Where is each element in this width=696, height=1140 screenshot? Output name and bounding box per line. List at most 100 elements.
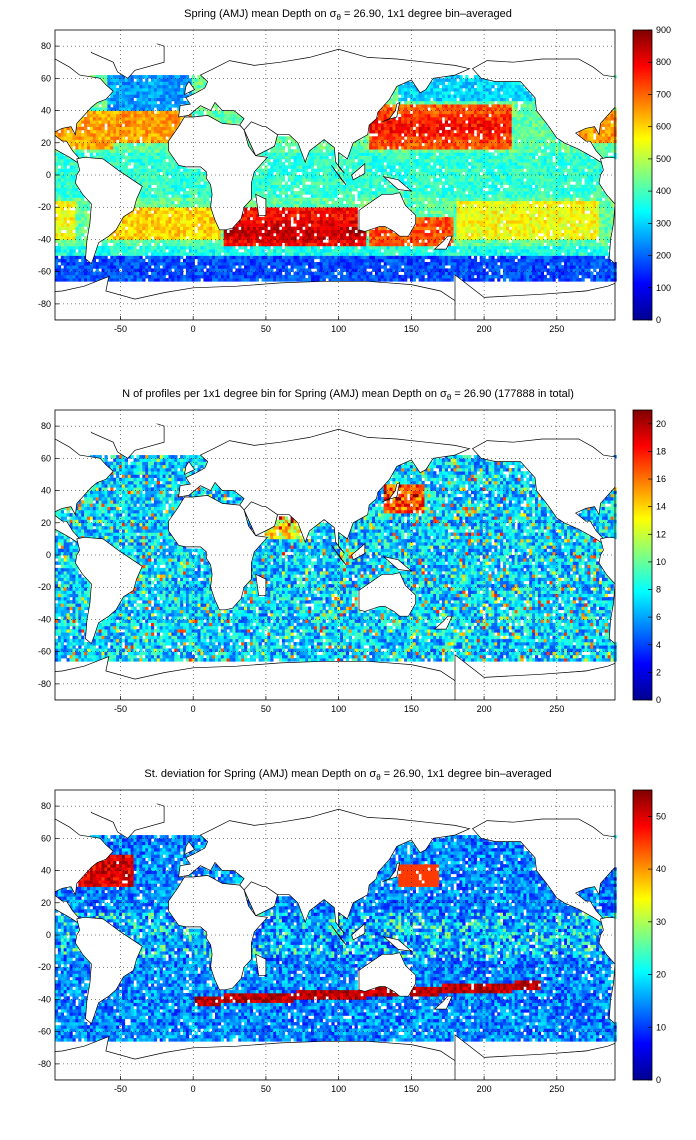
heatmap-cell bbox=[133, 271, 137, 276]
heatmap-cell bbox=[203, 216, 207, 221]
heatmap-cell bbox=[459, 194, 463, 198]
heatmap-cell bbox=[395, 258, 399, 263]
heatmap-cell bbox=[343, 220, 347, 224]
heatmap-cell bbox=[311, 233, 315, 237]
heatmap-cell bbox=[392, 242, 396, 247]
heatmap-cell bbox=[287, 249, 291, 253]
heatmap-cell bbox=[543, 239, 547, 243]
heatmap-cell bbox=[412, 271, 417, 276]
heatmap-cell bbox=[532, 262, 536, 266]
heatmap-cell bbox=[526, 245, 530, 250]
heatmap-cell bbox=[526, 255, 530, 260]
heatmap-cell bbox=[497, 265, 501, 269]
heatmap-cell bbox=[520, 181, 524, 185]
heatmap-cell bbox=[601, 207, 606, 211]
heatmap-cell bbox=[299, 226, 303, 231]
heatmap-cell bbox=[607, 262, 611, 266]
heatmap-cell bbox=[180, 252, 184, 256]
heatmap-cell bbox=[69, 258, 73, 263]
heatmap-cell bbox=[322, 252, 326, 256]
heatmap-cell bbox=[581, 216, 585, 221]
heatmap-cell bbox=[63, 197, 67, 202]
heatmap-cell bbox=[325, 271, 329, 276]
heatmap-cell bbox=[508, 252, 513, 256]
heatmap-cell bbox=[60, 181, 65, 185]
heatmap-cell bbox=[226, 252, 230, 256]
heatmap-cell bbox=[345, 197, 350, 202]
heatmap-cell bbox=[508, 245, 513, 250]
heatmap-cell bbox=[427, 191, 431, 195]
heatmap-cell bbox=[476, 181, 481, 185]
heatmap-cell bbox=[215, 262, 219, 266]
heatmap-cell bbox=[433, 255, 437, 260]
heatmap-cell bbox=[203, 200, 207, 205]
heatmap-cell bbox=[462, 239, 466, 243]
heatmap-cell bbox=[104, 268, 108, 272]
heatmap-cell bbox=[261, 191, 265, 195]
heatmap-cell bbox=[63, 220, 67, 224]
heatmap-cell bbox=[270, 210, 274, 214]
heatmap-cell bbox=[151, 178, 155, 182]
heatmap-cell bbox=[113, 271, 117, 276]
heatmap-cell bbox=[578, 220, 582, 224]
heatmap-cell bbox=[200, 207, 204, 211]
heatmap-cell bbox=[151, 204, 155, 208]
heatmap-cell bbox=[584, 242, 588, 247]
heatmap-cell bbox=[57, 268, 62, 272]
heatmap-cell bbox=[465, 265, 469, 269]
heatmap-cell bbox=[63, 187, 67, 192]
heatmap-cell bbox=[433, 181, 437, 185]
heatmap-cell bbox=[185, 233, 190, 237]
heatmap-cell bbox=[185, 229, 190, 234]
heatmap-cell bbox=[462, 229, 466, 234]
heatmap-cell bbox=[520, 210, 524, 214]
heatmap-cell bbox=[497, 191, 501, 195]
heatmap-cell bbox=[72, 252, 76, 256]
heatmap-cell bbox=[436, 271, 440, 276]
heatmap-cell bbox=[546, 249, 550, 253]
heatmap-cell bbox=[447, 271, 451, 276]
heatmap-cell bbox=[537, 216, 542, 221]
heatmap-cell bbox=[305, 210, 309, 214]
heatmap-cell bbox=[389, 245, 393, 250]
heatmap-cell bbox=[139, 213, 143, 218]
heatmap-cell bbox=[409, 191, 414, 195]
heatmap-cell bbox=[447, 204, 451, 208]
heatmap-cell bbox=[145, 213, 149, 218]
heatmap-cell bbox=[517, 239, 521, 243]
heatmap-cell bbox=[607, 274, 611, 279]
heatmap-cell bbox=[299, 236, 303, 240]
heatmap-cell bbox=[290, 278, 294, 282]
heatmap-cell bbox=[69, 220, 73, 224]
heatmap-cell bbox=[375, 262, 379, 266]
heatmap-cell bbox=[197, 220, 201, 224]
heatmap-cell bbox=[305, 268, 309, 272]
heatmap-cell bbox=[232, 226, 236, 231]
heatmap-cell bbox=[84, 204, 88, 208]
heatmap-cell bbox=[127, 242, 131, 247]
heatmap-cell bbox=[418, 233, 422, 237]
heatmap-cell bbox=[322, 213, 326, 218]
heatmap-cell bbox=[552, 274, 556, 279]
heatmap-cell bbox=[436, 242, 440, 247]
heatmap-cell bbox=[84, 229, 88, 234]
heatmap-cell bbox=[311, 265, 315, 269]
heatmap-cell bbox=[188, 271, 193, 276]
heatmap-cell bbox=[203, 191, 207, 195]
heatmap-cell bbox=[529, 249, 533, 253]
heatmap-cell bbox=[584, 204, 588, 208]
heatmap-cell bbox=[60, 184, 65, 189]
heatmap-cell bbox=[66, 255, 70, 260]
heatmap-cell bbox=[567, 226, 571, 231]
heatmap-cell bbox=[84, 265, 88, 269]
heatmap-cell bbox=[325, 204, 329, 208]
heatmap-cell bbox=[343, 207, 347, 211]
heatmap-cell bbox=[584, 207, 588, 211]
heatmap-cell bbox=[418, 197, 422, 202]
heatmap-cell bbox=[177, 181, 181, 185]
heatmap-cell bbox=[273, 236, 277, 240]
heatmap-cell bbox=[354, 242, 358, 247]
heatmap-cell bbox=[398, 239, 402, 243]
heatmap-cell bbox=[543, 229, 547, 234]
heatmap-cell bbox=[235, 239, 239, 243]
